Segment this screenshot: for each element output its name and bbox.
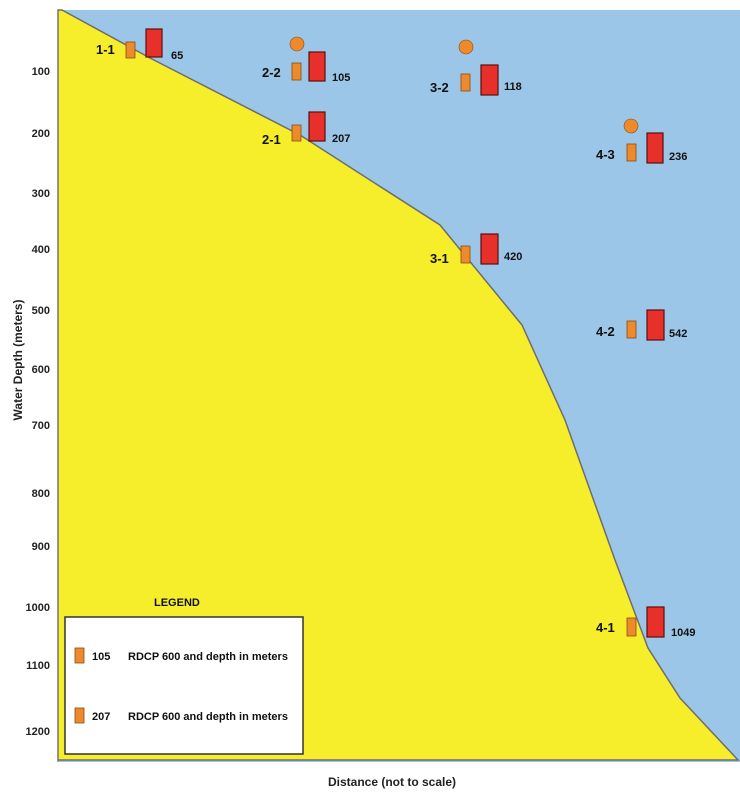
y-tick-label: 600 — [32, 364, 50, 376]
rdcp-600-instrument — [626, 143, 637, 162]
y-tick-label: 100 — [32, 66, 50, 78]
y-tick-label: 400 — [32, 244, 50, 256]
depth-label: 236 — [669, 151, 687, 163]
large-adcp-instrument — [646, 606, 665, 638]
y-tick-label: 300 — [32, 188, 50, 200]
large-adcp-instrument — [145, 28, 163, 58]
large-adcp-instrument — [480, 233, 499, 265]
rdcp-600-instrument — [626, 617, 637, 637]
legend-title: LEGEND — [154, 597, 200, 609]
x-axis-title: Distance (not to scale) — [328, 775, 456, 789]
y-tick-label: 800 — [32, 488, 50, 500]
mooring-id-label: 4-2 — [596, 324, 615, 339]
large-adcp-instrument — [308, 51, 326, 82]
depth-label: 420 — [504, 251, 522, 263]
mooring-1-1: 1-1 65 — [96, 28, 183, 62]
rdcp-600-instrument — [291, 62, 302, 81]
y-tick-label: 1000 — [26, 602, 50, 614]
y-tick-label: 200 — [32, 128, 50, 140]
float-buoy-icon — [623, 118, 639, 134]
seabed-profile — [57, 9, 740, 761]
y-tick-label: 900 — [32, 541, 50, 553]
rdcp-600-instrument — [460, 245, 471, 264]
y-tick-label: 500 — [32, 305, 50, 317]
mooring-4-1: 4-1 1049 — [596, 606, 695, 639]
legend-rdcp-swatch — [74, 647, 85, 664]
depth-label: 1049 — [671, 627, 695, 639]
large-adcp-instrument — [646, 132, 664, 164]
legend-description: RDCP 600 and depth in meters — [128, 651, 288, 663]
depth-label: 542 — [669, 328, 687, 340]
rdcp-600-instrument — [460, 73, 471, 92]
mooring-4-3: 4-3 236 — [596, 118, 687, 164]
legend-description: RDCP 600 and depth in meters — [128, 711, 288, 723]
y-tick-labels: 100 200 300 400 500 600 700 800 900 1000… — [26, 66, 50, 738]
rdcp-600-instrument — [626, 320, 637, 339]
mooring-id-label: 2-2 — [262, 65, 281, 80]
legend-box — [64, 616, 304, 755]
float-buoy-icon — [458, 39, 474, 55]
large-adcp-instrument — [646, 309, 665, 341]
depth-label: 105 — [332, 72, 350, 84]
mooring-3-1: 3-1 420 — [430, 233, 522, 266]
mooring-id-label: 1-1 — [96, 42, 115, 57]
mooring-id-label: 3-1 — [430, 251, 449, 266]
legend-depth-number: 105 — [92, 651, 110, 663]
mooring-2-1: 2-1 207 — [262, 111, 350, 147]
y-tick-label: 1100 — [26, 660, 50, 672]
mooring-2-2: 2-2 105 — [262, 36, 350, 84]
y-tick-label: 1200 — [26, 726, 50, 738]
legend-depth-number: 207 — [92, 711, 110, 723]
mooring-3-2: 3-2 118 — [430, 39, 522, 96]
float-buoy-icon — [289, 36, 305, 52]
depth-label: 118 — [504, 81, 522, 93]
y-tick-label: 700 — [32, 420, 50, 432]
mooring-id-label: 4-1 — [596, 620, 615, 635]
mooring-id-label: 3-2 — [430, 80, 449, 95]
legend-rdcp-swatch — [74, 707, 85, 724]
legend: LEGEND 105 RDCP 600 and depth in meters … — [64, 597, 304, 755]
depth-label: 207 — [332, 133, 350, 145]
mooring-id-label: 4-3 — [596, 147, 615, 162]
mooring-4-2: 4-2 542 — [596, 309, 687, 341]
large-adcp-instrument — [480, 64, 499, 96]
large-adcp-instrument — [308, 111, 326, 142]
rdcp-600-instrument — [291, 124, 302, 142]
depth-label: 65 — [171, 50, 183, 62]
y-axis-title: Water Depth (meters) — [11, 300, 25, 421]
mooring-id-label: 2-1 — [262, 132, 281, 147]
rdcp-600-instrument — [125, 41, 136, 59]
